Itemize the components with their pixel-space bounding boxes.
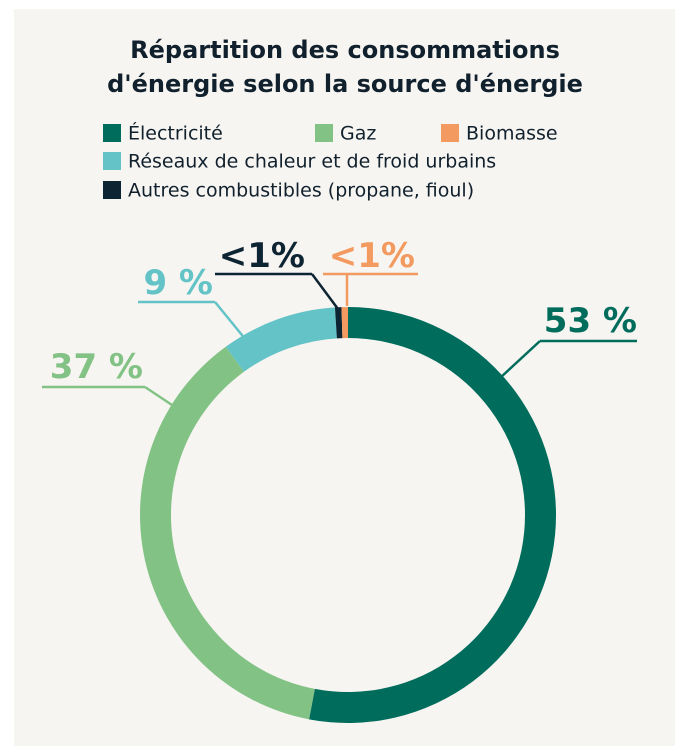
card [14,9,675,746]
donut-segment [341,307,348,339]
donut-segment [309,307,556,723]
value-label: 9 % [143,263,213,303]
legend-swatch [103,124,121,142]
legend-label: Électricité [128,122,223,145]
legend-swatch [103,181,121,199]
legend-label: Réseaux de chaleur et de froid urbains [128,151,496,173]
leader-line [499,340,541,379]
chart-title: Répartition des consommations [130,36,560,64]
legend-label: Gaz [340,123,376,145]
legend-label: Biomasse [466,123,558,145]
legend-swatch [315,124,333,142]
leader-line [214,301,247,341]
donut-segment [225,307,337,372]
donut-segment [140,346,315,720]
legend-swatch [441,124,459,142]
donut-segment [334,307,343,339]
chart-title: d'énergie selon la source d'énergie [107,70,583,98]
legend-swatch [103,152,121,170]
value-label: <1% [219,236,305,276]
value-label: 53 % [544,301,637,341]
value-label: <1% [329,236,415,276]
leader-line [310,273,340,310]
legend-label: Autres combustibles (propane, fioul) [128,180,474,202]
leader-line [144,385,173,407]
value-label: 37 % [50,347,143,387]
